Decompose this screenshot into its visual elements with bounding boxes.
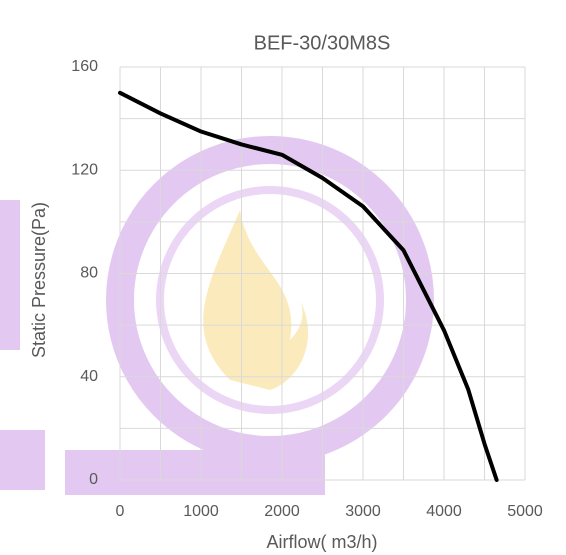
y-axis-label: Static Pressure(Pa) [29, 202, 49, 358]
y-tick-label: 160 [71, 58, 98, 75]
y-tick-label: 0 [89, 471, 98, 488]
chart-title: BEF-30/30M8S [254, 32, 391, 54]
x-tick-label: 2000 [264, 503, 300, 520]
y-tick-label: 120 [71, 161, 98, 178]
y-tick-label: 40 [80, 368, 98, 385]
line [118, 90, 499, 482]
y-tick-label: 80 [80, 265, 98, 282]
x-tick-label: 3000 [345, 503, 381, 520]
x-tick-label: 0 [116, 503, 125, 520]
x-tick-label: 5000 [507, 503, 543, 520]
x-tick-label: 1000 [183, 503, 219, 520]
x-tick-label: 4000 [426, 503, 462, 520]
x-axis-label: Airflow( m3/h) [266, 532, 377, 552]
